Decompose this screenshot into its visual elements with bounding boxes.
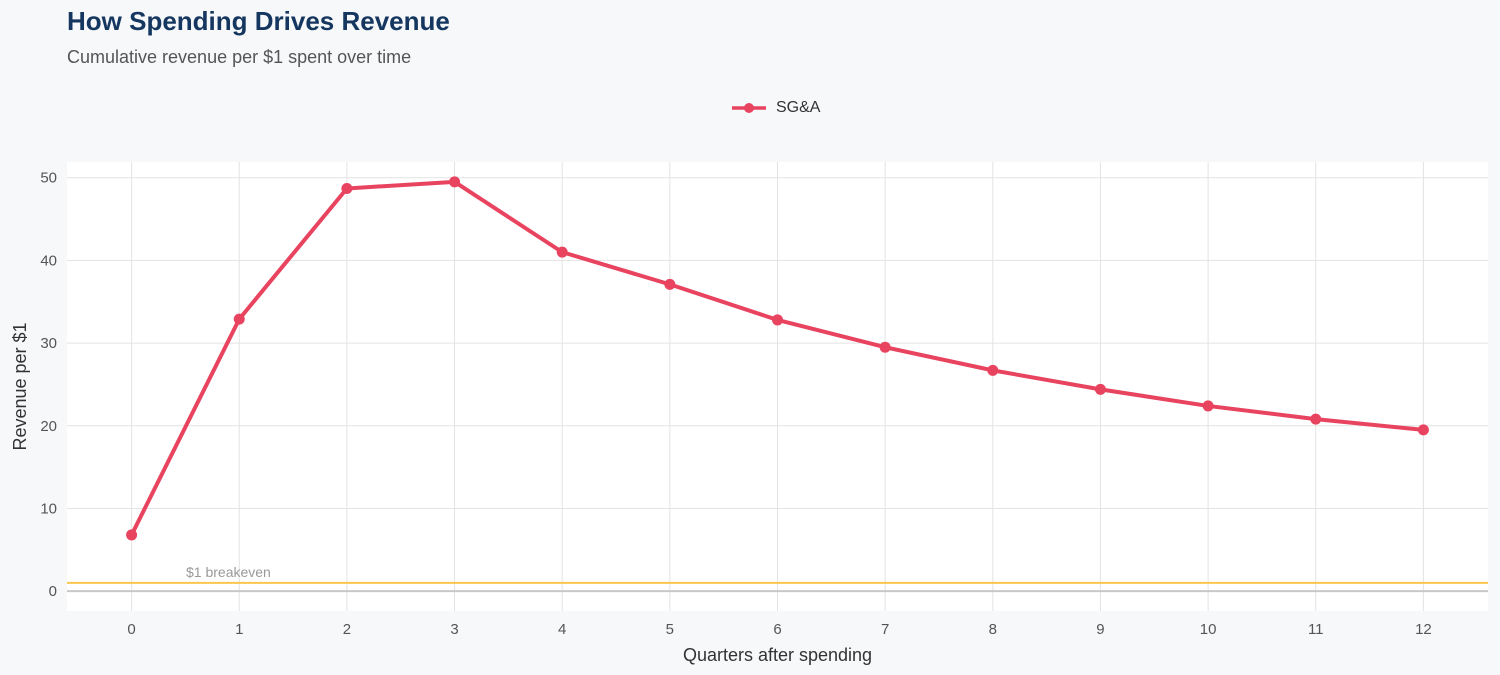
- x-tick-label: 11: [1308, 621, 1324, 638]
- y-axis-label: Revenue per $1: [10, 322, 30, 450]
- x-axis-label: Quarters after spending: [683, 645, 872, 665]
- x-tick-label: 2: [343, 621, 351, 638]
- x-tick-label: 4: [558, 621, 566, 638]
- y-tick-label: 50: [40, 170, 57, 187]
- data-point: [341, 182, 353, 194]
- data-point: [1310, 413, 1322, 425]
- data-point: [987, 364, 999, 376]
- data-point: [664, 278, 676, 290]
- x-tick-label: 12: [1415, 621, 1432, 638]
- y-tick-label: 30: [40, 335, 57, 352]
- x-tick-label: 3: [450, 621, 458, 638]
- x-tick-label: 1: [235, 621, 243, 638]
- data-point: [772, 314, 783, 326]
- data-point: [556, 246, 568, 258]
- legend: SG&A: [732, 99, 820, 117]
- y-tick-label: 0: [49, 583, 57, 600]
- x-tick-label: 6: [773, 621, 781, 638]
- data-point: [1202, 400, 1214, 412]
- legend-label: SG&A: [776, 99, 821, 116]
- y-tick-label: 20: [40, 418, 57, 435]
- breakeven-label: $1 breakeven: [186, 564, 271, 580]
- x-tick-label: 10: [1200, 621, 1217, 638]
- chart-title: How Spending Drives Revenue: [67, 6, 450, 36]
- x-tick-label: 5: [666, 621, 674, 638]
- data-point: [449, 176, 461, 188]
- x-tick-label: 0: [127, 621, 135, 638]
- y-tick-label: 10: [40, 500, 57, 517]
- data-point: [1094, 383, 1106, 395]
- y-tick-label: 40: [40, 252, 57, 269]
- x-tick-label: 8: [989, 621, 997, 638]
- data-point: [879, 341, 891, 353]
- data-point: [233, 313, 245, 325]
- data-point: [1417, 424, 1429, 436]
- x-tick-label: 9: [1096, 621, 1104, 638]
- legend-marker-icon: [732, 103, 766, 113]
- chart-subtitle: Cumulative revenue per $1 spent over tim…: [67, 47, 412, 67]
- x-tick-label: 7: [881, 621, 889, 638]
- data-point: [126, 529, 138, 541]
